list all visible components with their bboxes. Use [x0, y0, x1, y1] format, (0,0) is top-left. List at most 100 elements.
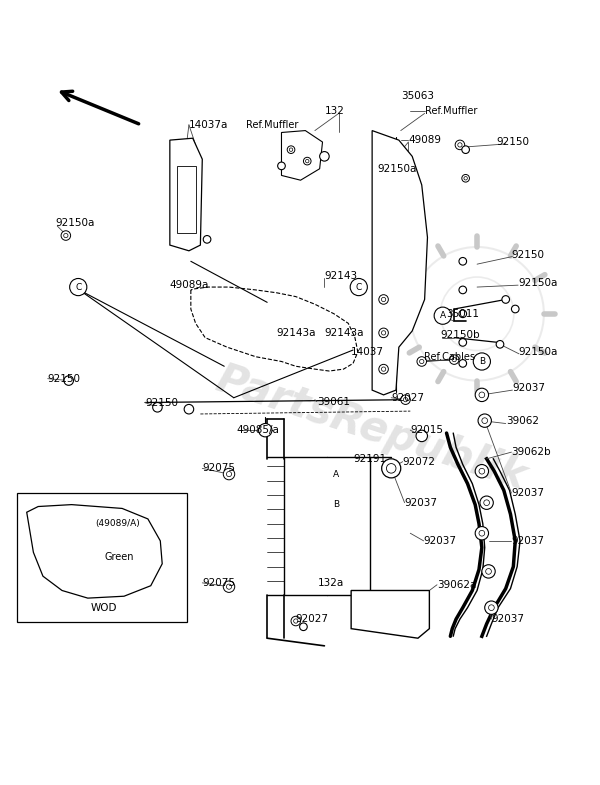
Polygon shape — [351, 590, 430, 638]
Text: 92075: 92075 — [202, 463, 235, 473]
Text: 92037: 92037 — [511, 488, 544, 498]
Circle shape — [386, 464, 396, 473]
Circle shape — [485, 601, 498, 615]
Circle shape — [478, 414, 491, 427]
Circle shape — [458, 143, 462, 147]
Circle shape — [320, 152, 329, 161]
Circle shape — [379, 328, 388, 338]
Text: WOD: WOD — [91, 603, 117, 612]
Text: Green: Green — [105, 552, 134, 562]
Text: 92143a: 92143a — [325, 328, 364, 338]
Circle shape — [475, 389, 488, 402]
Circle shape — [462, 174, 469, 182]
Circle shape — [417, 356, 427, 367]
Circle shape — [139, 542, 148, 553]
Circle shape — [459, 257, 467, 265]
Text: C: C — [356, 283, 362, 291]
Text: 92143a: 92143a — [277, 328, 316, 338]
Text: 49089a: 49089a — [170, 280, 209, 290]
Circle shape — [226, 584, 232, 590]
Bar — [284, 457, 370, 595]
Polygon shape — [170, 138, 202, 250]
Circle shape — [184, 404, 194, 414]
Circle shape — [464, 177, 467, 180]
Circle shape — [419, 360, 424, 363]
Polygon shape — [27, 505, 162, 598]
Circle shape — [382, 298, 386, 301]
Text: 14037a: 14037a — [189, 120, 229, 130]
Circle shape — [382, 367, 386, 371]
Text: 92150a: 92150a — [518, 278, 557, 288]
Circle shape — [287, 146, 295, 154]
Text: 39062b: 39062b — [511, 447, 551, 457]
Text: 132: 132 — [325, 107, 344, 116]
Text: 92037: 92037 — [512, 383, 545, 393]
Circle shape — [403, 397, 407, 402]
Polygon shape — [176, 166, 196, 232]
Circle shape — [291, 616, 301, 626]
Circle shape — [223, 469, 235, 480]
Circle shape — [496, 341, 504, 348]
Text: 39061: 39061 — [317, 396, 350, 407]
Text: C: C — [75, 283, 82, 291]
Text: 92072: 92072 — [403, 457, 436, 466]
Circle shape — [455, 140, 464, 150]
Text: 92150b: 92150b — [441, 330, 481, 340]
Circle shape — [64, 233, 68, 238]
Circle shape — [452, 357, 457, 362]
Circle shape — [278, 162, 285, 170]
Text: 39062a: 39062a — [437, 580, 476, 590]
Text: B: B — [479, 357, 485, 366]
Circle shape — [479, 392, 485, 398]
Text: Ref.Cables: Ref.Cables — [424, 352, 475, 362]
Circle shape — [379, 364, 388, 374]
Circle shape — [479, 469, 485, 474]
Circle shape — [293, 619, 298, 623]
Circle shape — [350, 279, 367, 296]
Circle shape — [459, 338, 467, 346]
Circle shape — [382, 330, 386, 335]
Text: 92027: 92027 — [296, 614, 329, 624]
Text: 92037: 92037 — [511, 536, 544, 546]
Circle shape — [259, 424, 272, 437]
Text: 92150: 92150 — [511, 250, 544, 260]
Text: Ref.Muffler: Ref.Muffler — [246, 120, 299, 130]
Text: 92150: 92150 — [496, 137, 529, 147]
Circle shape — [379, 294, 388, 305]
Text: 92037: 92037 — [424, 536, 457, 546]
Circle shape — [449, 355, 459, 364]
Text: 14037: 14037 — [351, 347, 384, 357]
Circle shape — [35, 524, 45, 533]
Text: (49089/A): (49089/A) — [95, 519, 140, 528]
Text: 35011: 35011 — [446, 309, 479, 319]
Text: 132a: 132a — [318, 578, 344, 588]
Circle shape — [475, 465, 488, 478]
Text: 35063: 35063 — [401, 91, 434, 101]
Circle shape — [305, 159, 309, 162]
Circle shape — [327, 496, 344, 513]
Circle shape — [479, 531, 485, 536]
Circle shape — [502, 296, 509, 303]
Circle shape — [511, 305, 519, 313]
Circle shape — [482, 564, 495, 578]
Text: 39062: 39062 — [506, 415, 539, 425]
Circle shape — [480, 496, 493, 509]
Circle shape — [61, 231, 71, 240]
Circle shape — [327, 466, 344, 483]
Circle shape — [473, 353, 490, 370]
Text: 49085/a: 49085/a — [236, 425, 280, 435]
Text: 92150a: 92150a — [55, 218, 95, 228]
Text: 92075: 92075 — [202, 578, 235, 588]
Text: Ref.Muffler: Ref.Muffler — [425, 107, 477, 116]
Text: B: B — [333, 500, 339, 509]
Circle shape — [299, 623, 307, 630]
Circle shape — [485, 568, 491, 575]
Circle shape — [64, 376, 73, 385]
Circle shape — [462, 146, 469, 154]
Circle shape — [289, 148, 293, 152]
Text: 49089: 49089 — [409, 135, 442, 145]
Circle shape — [226, 472, 232, 476]
Text: 92150a: 92150a — [377, 164, 416, 173]
Circle shape — [488, 604, 494, 611]
Circle shape — [152, 403, 162, 412]
